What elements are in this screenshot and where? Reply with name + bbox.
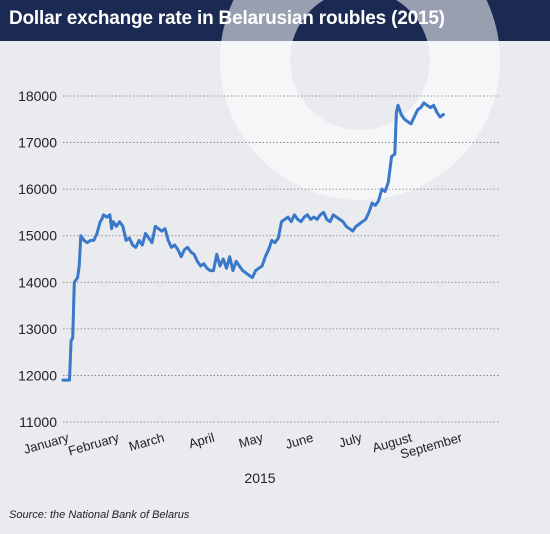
x-tick-label: April — [187, 430, 216, 452]
y-tick-label: 17000 — [18, 135, 57, 151]
x-tick-label: May — [237, 430, 265, 451]
y-tick-label: 13000 — [18, 321, 57, 337]
x-tick-label: January — [22, 430, 71, 457]
x-tick-label: July — [337, 430, 364, 451]
y-tick-label: 16000 — [18, 181, 57, 197]
source-note: Source: the National Bank of Belarus — [9, 509, 190, 521]
x-tick-label: June — [284, 430, 315, 452]
exchange-rate-line — [61, 101, 445, 382]
y-tick-label: 14000 — [18, 274, 57, 290]
x-tick-label: February — [66, 430, 121, 459]
x-axis-label: 2015 — [244, 470, 275, 486]
x-tick-label: March — [127, 430, 166, 454]
y-axis-ticks: 11000 12000 13000 14000 15000 16000 17000 18000 — [18, 88, 57, 430]
y-tick-label: 12000 — [18, 367, 57, 383]
chart-grid — [63, 95, 500, 423]
y-tick-label: 11000 — [19, 414, 57, 430]
y-tick-label: 18000 — [18, 88, 57, 104]
y-tick-label: 15000 — [18, 228, 57, 244]
